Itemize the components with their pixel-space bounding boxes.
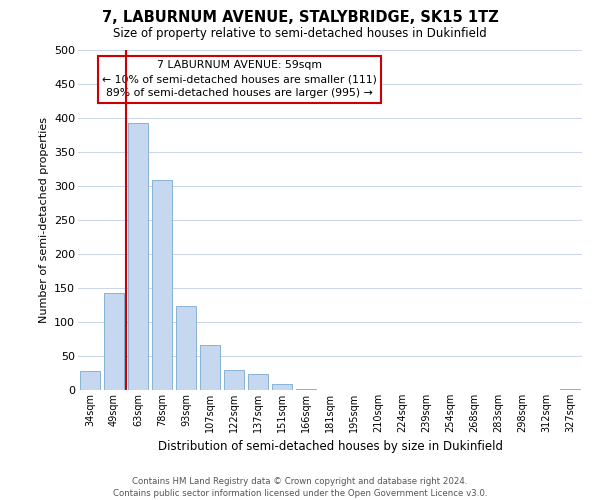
Text: 7 LABURNUM AVENUE: 59sqm
← 10% of semi-detached houses are smaller (111)
89% of : 7 LABURNUM AVENUE: 59sqm ← 10% of semi-d… [102, 60, 377, 98]
Bar [176, 306, 196, 390]
Bar [104, 293, 124, 390]
Bar [80, 371, 100, 390]
Text: Size of property relative to semi-detached houses in Dukinfield: Size of property relative to semi-detach… [113, 28, 487, 40]
X-axis label: Distribution of semi-detached houses by size in Dukinfield: Distribution of semi-detached houses by … [157, 440, 503, 454]
Bar [128, 123, 148, 390]
Text: Contains HM Land Registry data © Crown copyright and database right 2024.
Contai: Contains HM Land Registry data © Crown c… [113, 476, 487, 498]
Bar [224, 370, 244, 390]
Y-axis label: Number of semi-detached properties: Number of semi-detached properties [38, 117, 49, 323]
Text: 7, LABURNUM AVENUE, STALYBRIDGE, SK15 1TZ: 7, LABURNUM AVENUE, STALYBRIDGE, SK15 1T… [101, 10, 499, 25]
Bar [272, 384, 292, 390]
Bar [152, 180, 172, 390]
Bar [248, 374, 268, 390]
Bar [200, 345, 220, 390]
